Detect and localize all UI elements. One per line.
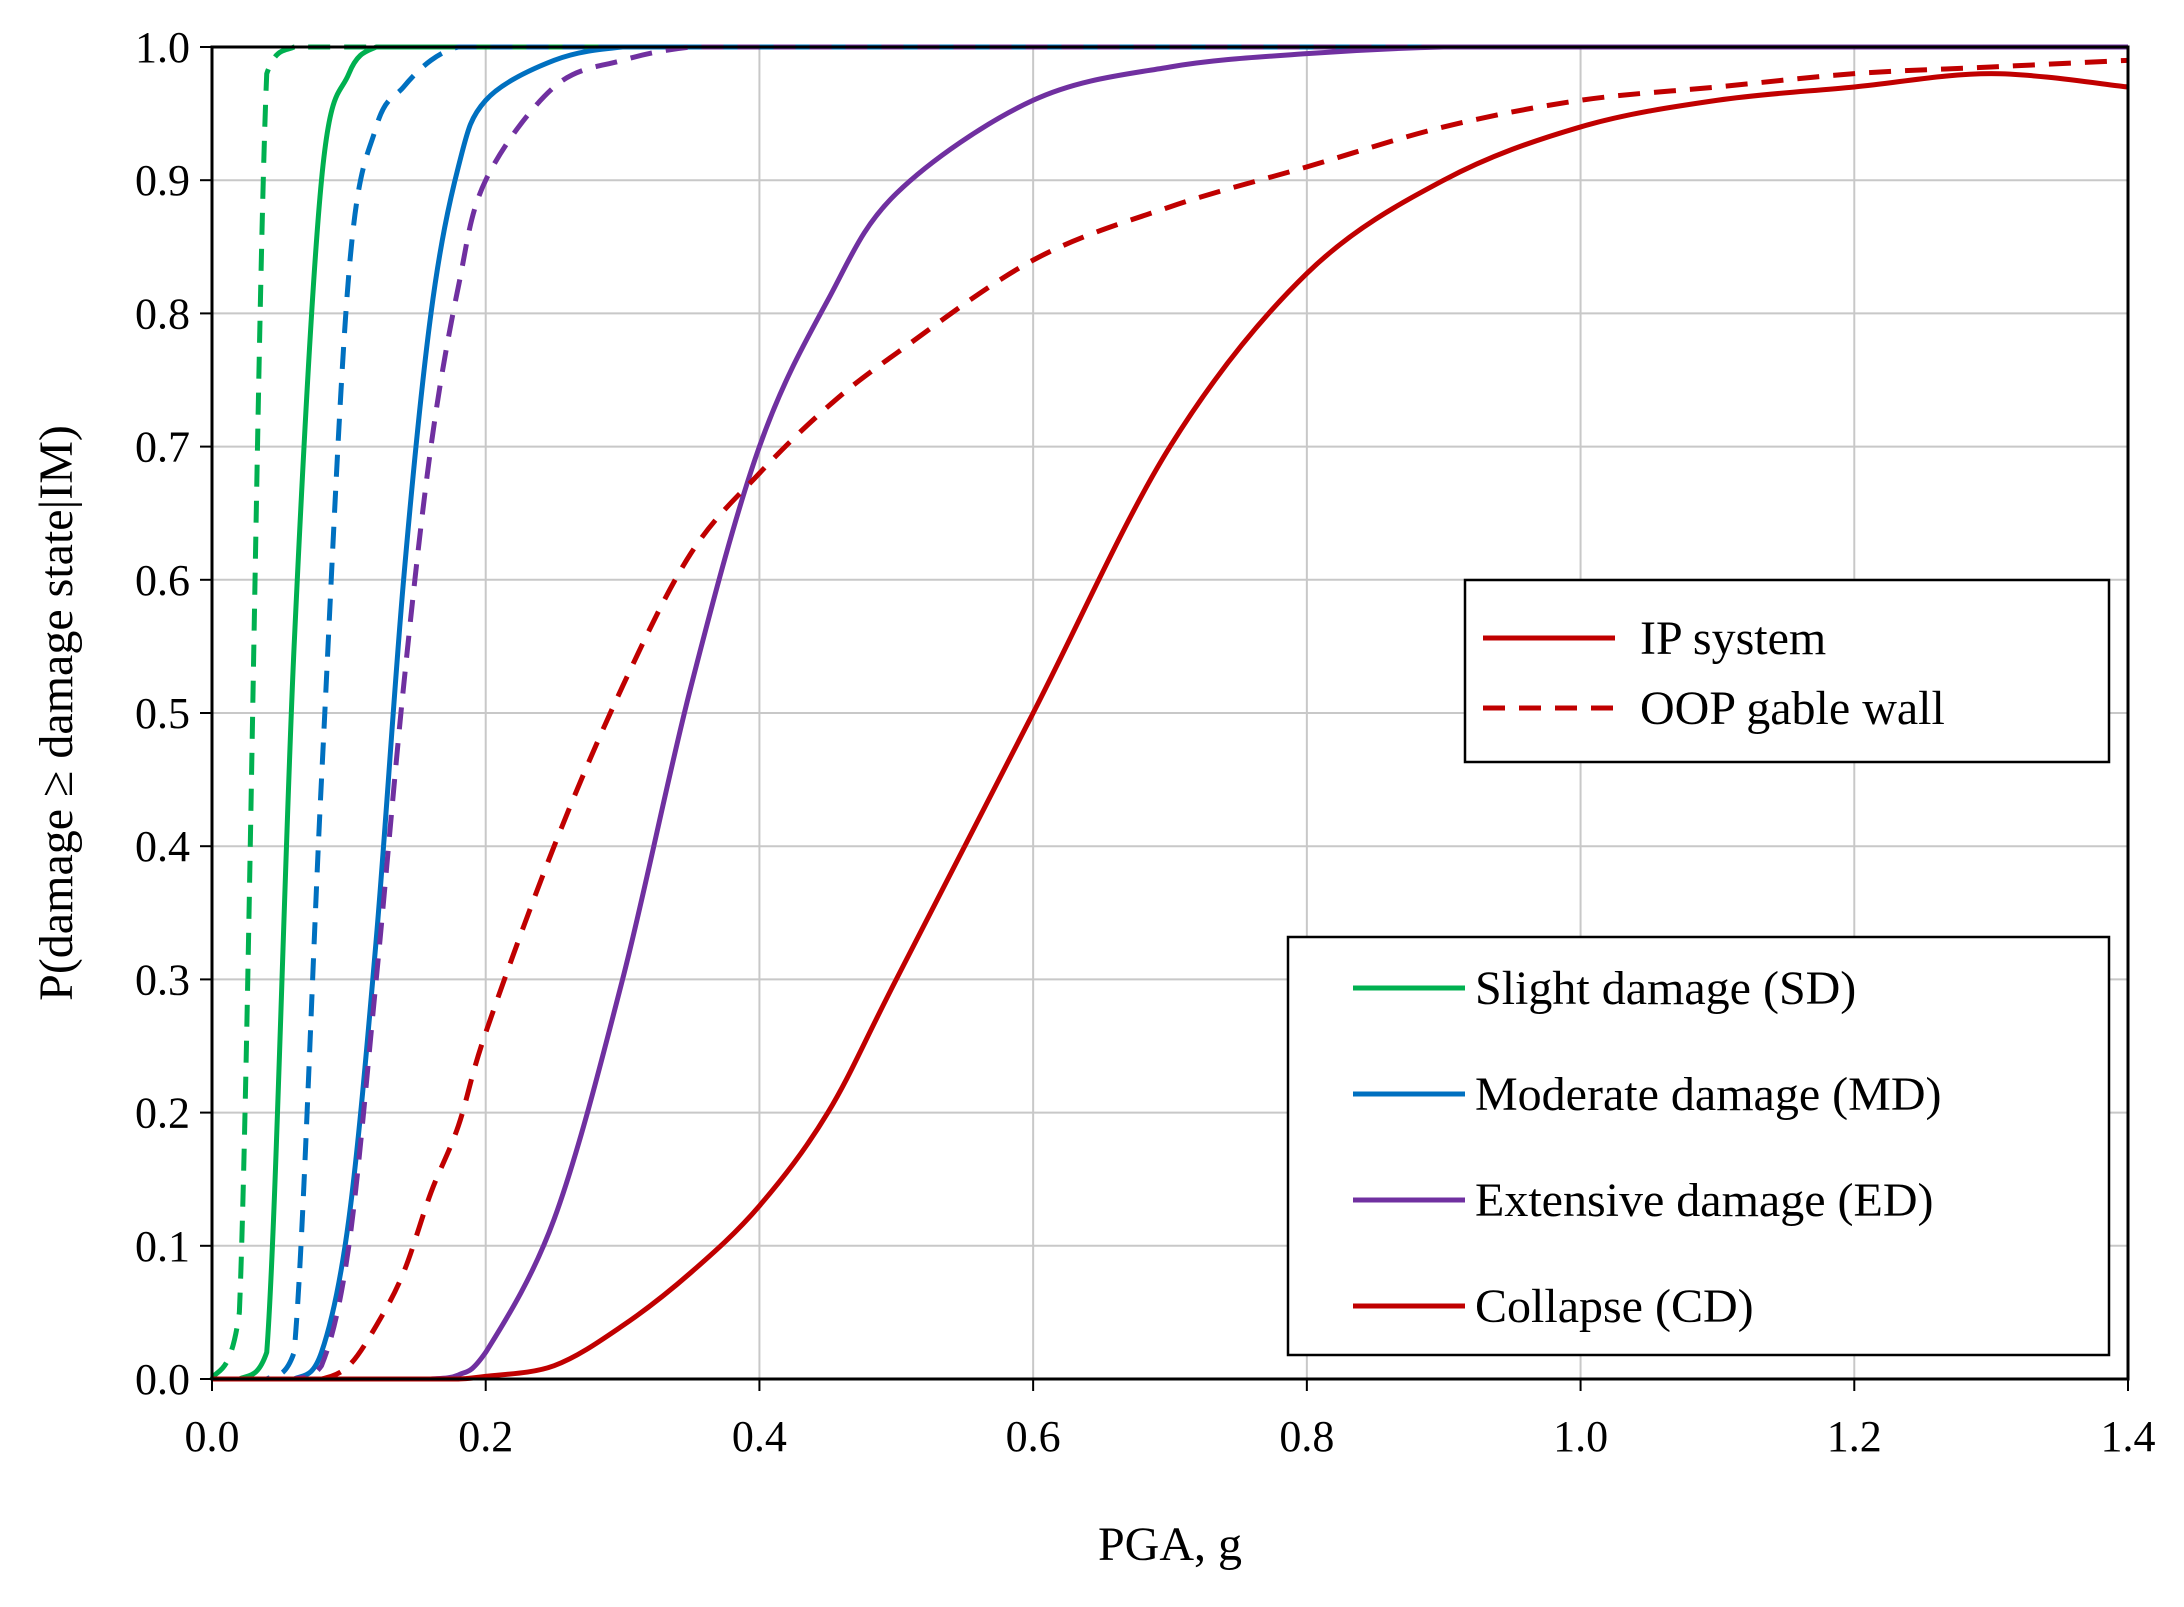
y-tick-label: 0.5 [135, 689, 190, 738]
y-axis-title: P(damage ≥ damage state|IM) [30, 425, 83, 1001]
legend-label: Extensive damage (ED) [1475, 1174, 1933, 1227]
legend-damage-states: Slight damage (SD) Moderate damage (MD) Ex… [1286, 935, 2111, 1357]
legend-label: Slight damage (SD) [1475, 962, 1856, 1015]
y-tick-label: 1.0 [135, 23, 190, 72]
y-tick-label: 0.3 [135, 955, 190, 1004]
x-tick-label: 1.0 [1553, 1412, 1608, 1461]
y-tick-label: 0.8 [135, 289, 190, 338]
legend-system-type: IP system OOP gable wall [1463, 578, 2111, 764]
legend-label: OOP gable wall [1640, 682, 1945, 735]
y-tick-label: 0.9 [135, 156, 190, 205]
axis-ticks: 0.0 0.2 0.4 0.6 0.8 1.0 1.2 1.4 0.0 0.1 0.2 0.3 0.4 0… [135, 23, 2156, 1461]
x-tick-label: 1.4 [2101, 1412, 2156, 1461]
legend-system-box [1463, 578, 2111, 764]
x-tick-label: 0.4 [732, 1412, 787, 1461]
y-tick-label: 0.2 [135, 1089, 190, 1138]
y-tick-label: 0.4 [135, 822, 190, 871]
x-tick-label: 0.8 [1279, 1412, 1334, 1461]
x-tick-label: 0.6 [1006, 1412, 1061, 1461]
x-axis-title: PGA, g [1098, 1518, 1242, 1571]
legend-label: Collapse (CD) [1475, 1280, 1754, 1333]
legend-states-box [1286, 935, 2111, 1357]
y-tick-label: 0.6 [135, 556, 190, 605]
x-tick-label: 0.0 [185, 1412, 240, 1461]
y-tick-label: 0.0 [135, 1355, 190, 1404]
x-tick-label: 0.2 [458, 1412, 513, 1461]
series-line-cd-oop [212, 57, 2129, 1382]
legend-label: Moderate damage (MD) [1475, 1068, 1941, 1121]
y-tick-label: 0.7 [135, 423, 190, 472]
x-tick-label: 1.2 [1827, 1412, 1882, 1461]
legend-label: IP system [1640, 612, 1826, 665]
y-tick-label: 0.1 [135, 1222, 190, 1271]
